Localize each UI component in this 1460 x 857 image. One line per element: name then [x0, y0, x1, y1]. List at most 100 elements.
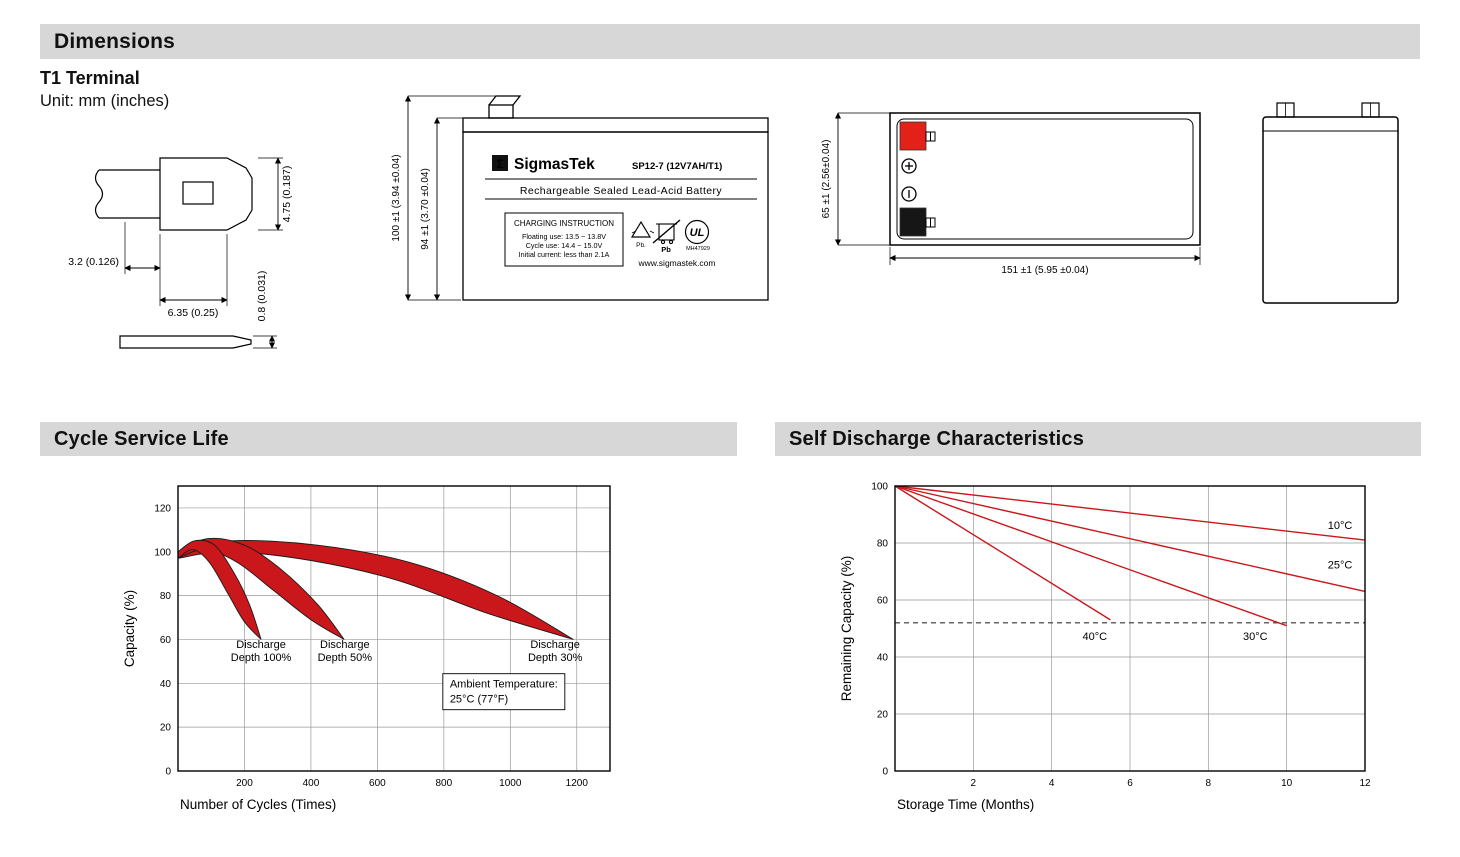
recycle-pb-label: Pb.	[636, 242, 646, 249]
battery-case-outline	[462, 95, 769, 301]
terminal-tab-top-view	[94, 157, 253, 231]
svg-text:12: 12	[1359, 778, 1371, 789]
positive-terminal	[899, 121, 927, 151]
svg-text:40: 40	[160, 679, 172, 690]
svg-text:600: 600	[369, 778, 386, 789]
dim-tab-height: 4.75 (0.187)	[258, 157, 293, 231]
svg-text:2: 2	[971, 778, 977, 789]
svg-text:Capacity (%): Capacity (%)	[122, 590, 137, 667]
terminal-type-label: T1 Terminal	[40, 68, 140, 88]
dim-offset-label: 3.2 (0.126)	[68, 256, 119, 268]
unit-note: Unit: mm (inches)	[40, 92, 170, 110]
dim-thickness-label: 0.8 (0.031)	[256, 271, 268, 322]
charging-title: CHARGING INSTRUCTION	[514, 219, 614, 228]
svg-text:0: 0	[882, 767, 888, 778]
svg-text:4: 4	[1049, 778, 1055, 789]
svg-text:Storage Time (Months): Storage Time (Months)	[897, 797, 1034, 812]
svg-text:40°C: 40°C	[1082, 631, 1107, 643]
dim-total-height: 100 ±1 (3.94 ±0.04)	[391, 95, 496, 301]
dim-offset: 3.2 (0.126)	[68, 222, 161, 306]
section-title-self-discharge: Self Discharge Characteristics	[789, 427, 1085, 450]
no-trash-pb-label: Pb	[661, 245, 671, 254]
ul-mark: UL	[690, 227, 705, 239]
battery-type-line: Rechargeable Sealed Lead-Acid Battery	[520, 185, 723, 197]
section-header-self-discharge: Self Discharge Characteristics	[775, 422, 1421, 456]
section-header-dimensions: Dimensions	[40, 24, 1420, 59]
svg-text:400: 400	[303, 778, 320, 789]
battery-front-view-drawing: 100 ±1 (3.94 ±0.04) 94 ±1 (3.70 ±0.04) Σ…	[391, 95, 769, 301]
svg-text:40: 40	[877, 653, 889, 664]
terminal-blade-side-view: 0.8 (0.031)	[119, 271, 277, 349]
dim-tab-height-label: 4.75 (0.187)	[281, 166, 293, 223]
svg-text:Depth 100%: Depth 100%	[231, 652, 292, 664]
no-trash-pb-icon	[652, 219, 681, 245]
t1-terminal-detail-drawing: 4.75 (0.187) 3.2 (0.126) 6.35 (0.25) 0.8…	[68, 157, 293, 349]
section-title-dimensions: Dimensions	[54, 29, 176, 53]
brand-logo-icon	[492, 155, 508, 171]
svg-text:10: 10	[1281, 778, 1293, 789]
section-title-cycle-service-life: Cycle Service Life	[54, 427, 229, 450]
svg-text:0: 0	[165, 767, 171, 778]
dim-case-height-label: 94 ±1 (3.70 ±0.04)	[420, 168, 431, 250]
website-text: www.sigmastek.com	[638, 258, 716, 268]
svg-text:100: 100	[871, 482, 888, 493]
ul-certification-icon: UL MH47929	[684, 219, 710, 252]
svg-text:80: 80	[160, 591, 172, 602]
svg-text:1000: 1000	[499, 778, 522, 789]
positive-terminal-tab	[925, 131, 936, 142]
self-discharge-chart: 2 4 6 8 10 12 0 20 40 60 80 100 Storage Time (Months…	[839, 482, 1371, 813]
svg-text:100: 100	[154, 547, 171, 558]
svg-text:60: 60	[160, 635, 172, 646]
cycle-service-life-chart: 200 400 600 800 1000 1200 0 20 40 60 80 100 120 Numbe…	[122, 485, 611, 812]
minus-symbol-icon	[901, 186, 917, 202]
dim-case-height: 94 ±1 (3.70 ±0.04)	[420, 117, 489, 301]
svg-text:25°C (77°F): 25°C (77°F)	[450, 694, 508, 706]
svg-text:25°C: 25°C	[1328, 560, 1353, 572]
svg-text:Discharge: Discharge	[236, 639, 286, 651]
svg-text:8: 8	[1206, 778, 1212, 789]
charging-line1: Floating use: 13.5 ~ 13.8V	[522, 232, 606, 241]
top-view-outline	[889, 112, 1201, 246]
ul-code: MH47929	[686, 246, 710, 252]
svg-text:800: 800	[436, 778, 453, 789]
dim-width-label: 151 ±1 (5.95 ±0.04)	[1001, 265, 1088, 276]
dim-tab-width-label: 6.35 (0.25)	[168, 307, 219, 319]
svg-text:6: 6	[1127, 778, 1133, 789]
svg-text:Discharge: Discharge	[530, 639, 580, 651]
svg-text:60: 60	[877, 596, 889, 607]
charging-instruction-box: CHARGING INSTRUCTION Floating use: 13.5 …	[504, 212, 624, 267]
dim-depth: 65 ±1 (2.56±0.04)	[821, 112, 890, 246]
svg-text:30°C: 30°C	[1243, 631, 1268, 643]
svg-text:20: 20	[877, 710, 889, 721]
svg-text:200: 200	[236, 778, 253, 789]
dim-tab-width: 6.35 (0.25)	[159, 234, 228, 319]
brand-name: SigmasTek	[514, 156, 595, 173]
terminal-tab	[488, 104, 514, 119]
battery-side-view-drawing	[1262, 102, 1399, 304]
svg-text:1200: 1200	[566, 778, 589, 789]
charging-line3: Initial current: less than 2.1A	[519, 250, 610, 259]
svg-text:20: 20	[160, 723, 172, 734]
svg-text:Number of Cycles (Times): Number of Cycles (Times)	[180, 797, 336, 812]
side-view-outline	[1262, 102, 1399, 304]
dim-total-height-label: 100 ±1 (3.94 ±0.04)	[391, 154, 402, 241]
brand-logo-glyph: Σ	[496, 157, 503, 171]
svg-text:Depth 50%: Depth 50%	[318, 652, 373, 664]
svg-text:Discharge: Discharge	[320, 639, 370, 651]
negative-terminal-tab	[925, 217, 936, 228]
recycle-pb-icon	[630, 220, 655, 238]
dim-width: 151 ±1 (5.95 ±0.04)	[889, 247, 1201, 276]
model-number: SP12-7 (12V7AH/T1)	[632, 161, 722, 172]
section-header-cycle-service-life: Cycle Service Life	[40, 422, 737, 456]
svg-text:80: 80	[877, 539, 889, 550]
svg-text:10°C: 10°C	[1328, 520, 1353, 532]
break-line	[94, 169, 104, 219]
dim-depth-label: 65 ±1 (2.56±0.04)	[821, 140, 832, 219]
battery-top-view-drawing: 65 ±1 (2.56±0.04) 151 ±1 (5.95 ±0.04)	[821, 112, 1201, 276]
charging-line2: Cycle use: 14.4 ~ 15.0V	[526, 241, 603, 250]
plus-symbol-icon	[901, 158, 917, 174]
svg-text:120: 120	[154, 503, 171, 514]
battery-label: Σ SigmasTek SP12-7 (12V7AH/T1) Rechargea…	[485, 155, 757, 268]
terminal-hole	[182, 181, 214, 205]
negative-terminal	[899, 207, 927, 237]
